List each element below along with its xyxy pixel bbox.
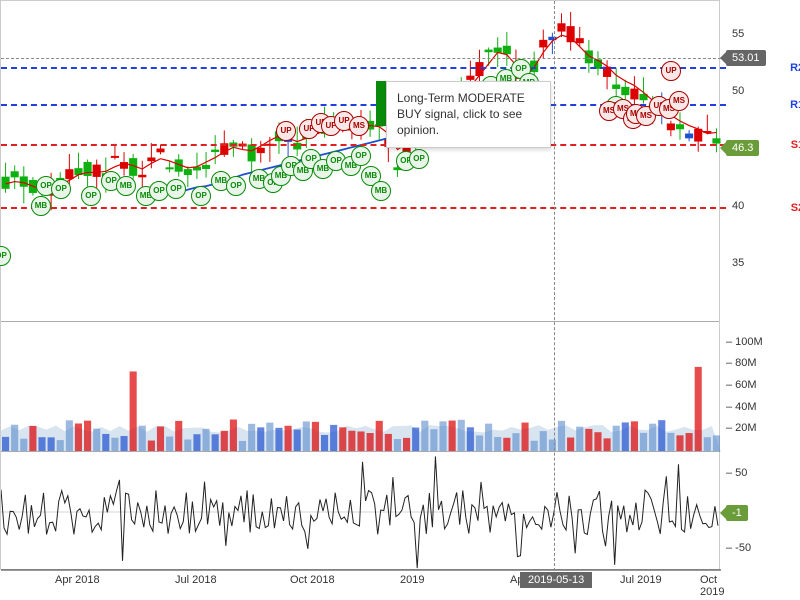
signal-marker-ms[interactable]: MS <box>349 116 369 136</box>
volume-tick-label: – 60M <box>726 379 757 391</box>
crosshair-date-tag: 2019-05-13 <box>520 572 592 588</box>
osc-tick-label: – -50 <box>726 542 751 554</box>
signal-marker-up[interactable]: UP <box>276 121 296 141</box>
signal-marker-mb[interactable]: MB <box>116 176 136 196</box>
crosshair-vertical <box>554 1 555 571</box>
volume-tick-label: – 40M <box>726 401 757 413</box>
signal-marker-op[interactable]: OP <box>226 176 246 196</box>
tooltip-marker <box>376 81 386 126</box>
volume-tick-label: – 20M <box>726 422 757 434</box>
volume-tick-label: – 80M <box>726 357 757 369</box>
y-axis-right: 3540455055 53.01 46.3 – 20M– 40M– 60M– 8… <box>720 0 800 570</box>
signal-marker-op[interactable]: OP <box>51 179 71 199</box>
price-tick-label: 50 <box>732 85 744 97</box>
crosshair-price-tag: 53.01 <box>726 50 766 66</box>
osc-tick-label: – 50 <box>726 467 747 479</box>
current-price-tag: 46.3 <box>726 140 759 156</box>
price-tick-label: 55 <box>732 28 744 40</box>
x-tick-label: Oct 2019 <box>700 574 724 598</box>
signal-tooltip[interactable]: Long-Term MODERATE BUY signal, click to … <box>386 81 551 148</box>
price-tick-label: 35 <box>732 257 744 269</box>
price-tick-label: 40 <box>732 200 744 212</box>
x-tick-label: Oct 2018 <box>290 574 335 586</box>
signal-marker-op[interactable]: OP <box>166 179 186 199</box>
oscillator-svg <box>1 452 721 572</box>
oscillator-pane[interactable] <box>1 451 719 571</box>
resistance-line-r2: R2 <box>1 67 726 69</box>
signal-marker-op[interactable]: OP <box>81 186 101 206</box>
x-tick-label: Apr 2018 <box>55 574 100 586</box>
signal-marker-mb[interactable]: MB <box>31 196 51 216</box>
x-tick-label: Jul 2019 <box>620 574 662 586</box>
signal-marker-mb[interactable]: MB <box>371 181 391 201</box>
chart-area[interactable]: R2R1S1S2 Long-Term MODERATE BUY signal, … <box>0 0 720 570</box>
crosshair-horizontal <box>1 58 721 59</box>
signal-marker-up[interactable]: UP <box>661 61 681 81</box>
tooltip-text: Long-Term MODERATE BUY signal, click to … <box>397 91 525 137</box>
signal-marker-op[interactable]: OP <box>409 149 429 169</box>
x-axis: Apr 2018Jul 2018Oct 20182019Apr 2019Jul … <box>0 570 720 600</box>
volume-pane[interactable] <box>1 321 719 451</box>
volume-tick-label: – 100M <box>726 336 763 348</box>
price-pane[interactable]: R2R1S1S2 Long-Term MODERATE BUY signal, … <box>1 1 719 321</box>
signal-marker-ms[interactable]: MS <box>669 91 689 111</box>
osc-value-tag: -1 <box>726 505 748 521</box>
resistance-line-s2: S2 <box>1 207 726 209</box>
signal-marker-op[interactable]: OP <box>191 186 211 206</box>
x-tick-label: Jul 2018 <box>175 574 217 586</box>
signal-marker-op[interactable]: OP <box>351 146 371 166</box>
volume-svg <box>1 322 721 452</box>
x-tick-label: 2019 <box>400 574 424 586</box>
